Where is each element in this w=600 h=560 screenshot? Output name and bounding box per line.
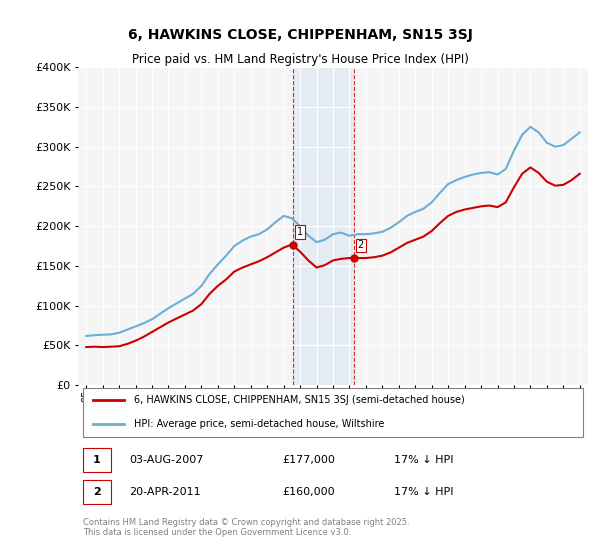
Text: 17% ↓ HPI: 17% ↓ HPI xyxy=(394,487,454,497)
Text: £160,000: £160,000 xyxy=(282,487,335,497)
Text: 03-AUG-2007: 03-AUG-2007 xyxy=(129,455,203,465)
Text: HPI: Average price, semi-detached house, Wiltshire: HPI: Average price, semi-detached house,… xyxy=(134,419,385,430)
Bar xyxy=(293,67,355,385)
Text: 2: 2 xyxy=(358,240,364,250)
Text: Contains HM Land Registry data © Crown copyright and database right 2025.
This d: Contains HM Land Registry data © Crown c… xyxy=(83,518,410,537)
FancyBboxPatch shape xyxy=(83,480,111,505)
Text: 2: 2 xyxy=(93,487,101,497)
Text: 20-APR-2011: 20-APR-2011 xyxy=(129,487,200,497)
Text: £177,000: £177,000 xyxy=(282,455,335,465)
Text: 17% ↓ HPI: 17% ↓ HPI xyxy=(394,455,454,465)
Text: 1: 1 xyxy=(93,455,101,465)
Text: 6, HAWKINS CLOSE, CHIPPENHAM, SN15 3SJ (semi-detached house): 6, HAWKINS CLOSE, CHIPPENHAM, SN15 3SJ (… xyxy=(134,395,465,405)
Text: Price paid vs. HM Land Registry's House Price Index (HPI): Price paid vs. HM Land Registry's House … xyxy=(131,53,469,66)
Text: 1: 1 xyxy=(296,227,302,237)
Text: 6, HAWKINS CLOSE, CHIPPENHAM, SN15 3SJ: 6, HAWKINS CLOSE, CHIPPENHAM, SN15 3SJ xyxy=(128,28,472,42)
FancyBboxPatch shape xyxy=(83,448,111,473)
FancyBboxPatch shape xyxy=(83,388,583,437)
